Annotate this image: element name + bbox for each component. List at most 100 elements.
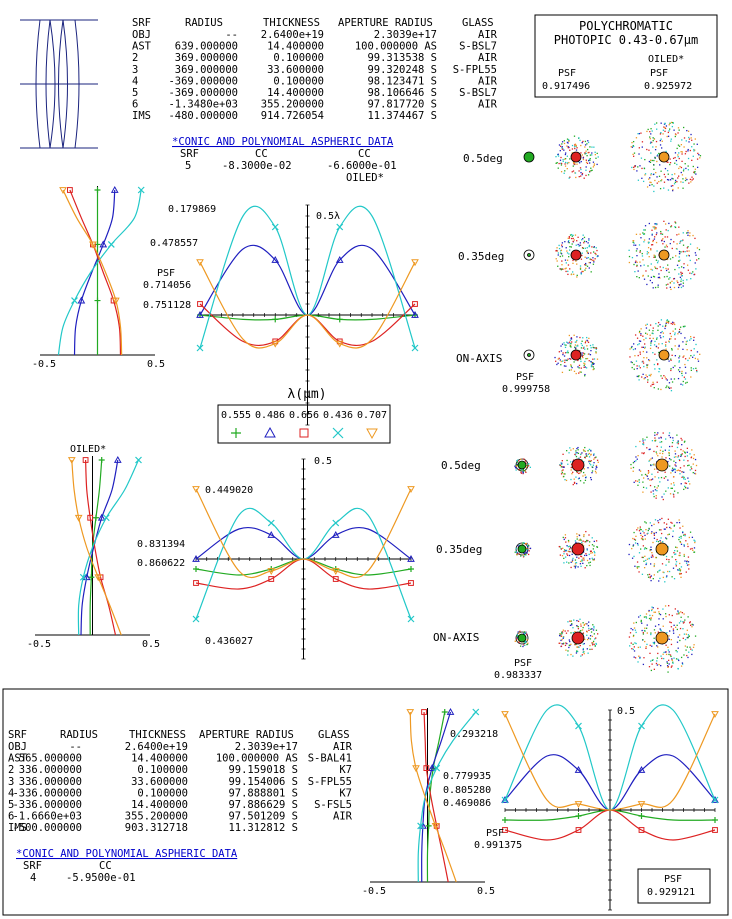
spot-dot: [582, 551, 585, 553]
spot-dot: [656, 160, 658, 163]
spot-dot: [559, 255, 561, 258]
spot-dot: [686, 129, 688, 132]
chart-marker: [336, 316, 343, 323]
spot-dot: [667, 264, 669, 266]
spot-dot: [579, 371, 581, 373]
spot-dot: [564, 170, 566, 172]
spot-dot: [690, 466, 692, 468]
spot-centroid: [570, 249, 582, 261]
table-cell: 0.100000: [273, 75, 324, 87]
spot-dot: [562, 637, 564, 639]
table-cell: 11.374467 S: [367, 110, 437, 122]
spot-dot: [642, 360, 644, 363]
spot-dot: [596, 249, 598, 252]
spot-dot: [654, 149, 657, 151]
spot-dot: [638, 147, 640, 149]
spot-centroid: [655, 458, 669, 472]
spot-dot: [685, 540, 687, 542]
spot-dot: [682, 250, 684, 253]
spot-dot: [687, 464, 689, 467]
spot-dot: [639, 532, 642, 534]
chart-marker: [412, 765, 420, 773]
spot-dot: [563, 475, 565, 478]
spot-dot: [579, 358, 582, 360]
spot-dot: [668, 124, 670, 126]
spot-dot: [574, 453, 576, 456]
spot-dot: [652, 287, 654, 289]
spot-dot: [690, 355, 692, 357]
spot-dot: [671, 614, 673, 617]
spot-dot: [526, 547, 528, 550]
spot-dot: [572, 448, 574, 450]
spot-dot: [670, 638, 672, 641]
series-line: [89, 459, 103, 636]
spot-dot: [560, 269, 563, 271]
spot-dot: [684, 645, 687, 647]
spot-dot: [639, 353, 642, 355]
spot-psf-value: 0.983337: [494, 670, 542, 681]
spot-dot: [593, 458, 595, 460]
chart-marker: [446, 707, 455, 715]
spot-dot: [517, 631, 519, 633]
spot-dot: [589, 462, 591, 465]
spot-dot: [637, 527, 639, 529]
spot-dot: [527, 546, 529, 548]
spot-dot: [588, 238, 590, 240]
chart-marker: [406, 709, 415, 717]
spot-dot: [584, 262, 587, 265]
spot-dot: [677, 569, 679, 571]
spot-dot: [650, 276, 653, 278]
spot-dot: [671, 280, 673, 283]
spot-dot: [669, 338, 671, 340]
spot-dot: [587, 252, 589, 255]
spot-centroid: [655, 631, 669, 645]
spot-dot: [647, 478, 649, 480]
spot-dot: [656, 433, 658, 436]
spot-dot: [560, 164, 563, 166]
spot-dot: [520, 471, 522, 473]
spot-dot: [674, 468, 676, 470]
spot-dot: [593, 633, 595, 635]
spot-dot: [581, 541, 583, 544]
spot-dot: [522, 471, 524, 473]
spot-dot: [593, 453, 595, 455]
spot-dot: [583, 236, 586, 239]
col-header: RADIUS: [185, 17, 223, 29]
spot-dot: [581, 254, 583, 257]
spot-dot: [578, 364, 581, 367]
spot-dot: [595, 468, 597, 470]
table-cell: 5: [8, 799, 14, 811]
spot-dot: [580, 623, 582, 625]
spot-dot: [568, 341, 571, 343]
spot-dot: [645, 562, 648, 564]
table-cell: 355.200000: [125, 811, 188, 823]
spot-dot: [699, 157, 701, 159]
spot-dot: [645, 337, 647, 339]
spot-dot: [631, 361, 633, 364]
spot-dot: [581, 142, 583, 144]
spot-dot: [561, 260, 563, 262]
spot-dot: [522, 645, 524, 648]
chart-marker: [423, 765, 430, 772]
spot-dot: [655, 122, 658, 124]
spot-dot: [592, 257, 594, 259]
spot-dot: [586, 247, 588, 249]
spot-dot: [589, 262, 591, 264]
spot-dot: [664, 327, 666, 330]
spot-dot: [576, 533, 578, 535]
spot-centroid: [658, 349, 670, 361]
spot-dot: [638, 479, 640, 481]
spot-dot: [590, 550, 593, 552]
spot-dot: [516, 553, 518, 556]
spot-dot: [670, 643, 673, 646]
spot-dot: [592, 548, 594, 550]
spot-dot: [655, 171, 657, 174]
spot-dot: [580, 470, 582, 472]
spot-dot: [584, 153, 586, 155]
spot-dot: [672, 157, 675, 160]
spot-dot: [680, 240, 682, 242]
spot-dot: [636, 264, 638, 266]
spot-dot: [651, 531, 653, 533]
spot-dot: [565, 632, 568, 634]
spot-dot: [586, 155, 588, 157]
